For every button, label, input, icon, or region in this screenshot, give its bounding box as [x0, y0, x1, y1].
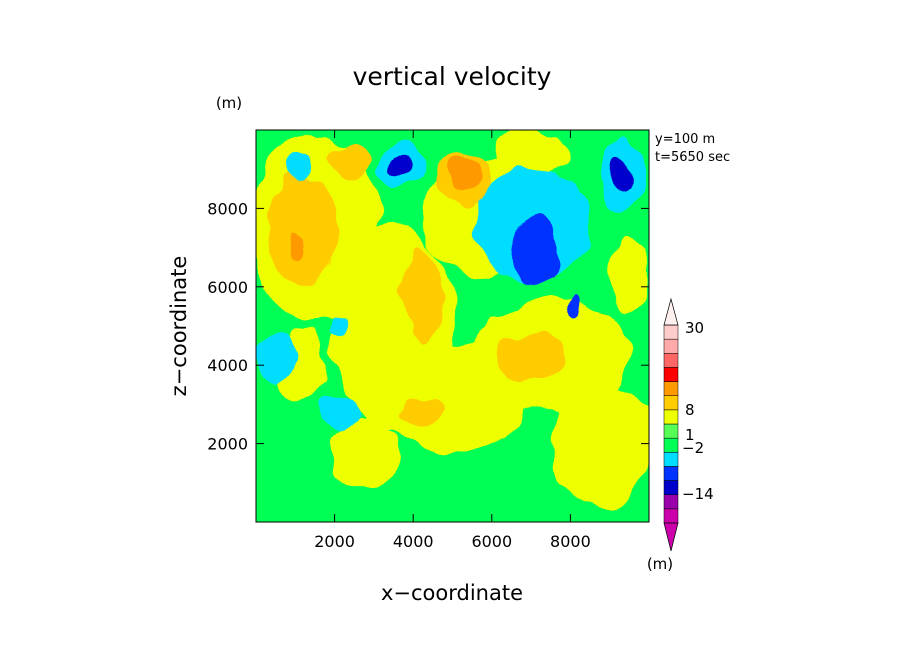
x-tick-label: 2000 [314, 532, 355, 551]
contour-region-yellow-4 [550, 380, 649, 507]
contour-region-yellow-9 [609, 239, 649, 319]
x-axis-label: x−coordinate [381, 581, 523, 605]
colorbar-segment [663, 395, 679, 411]
contour-region-orange-17 [448, 153, 481, 193]
colorbar-label-8: 8 [685, 401, 695, 419]
colorbar-segment [663, 367, 679, 382]
colorbar-segment [663, 466, 679, 481]
colorbar-top-arrow [663, 297, 679, 326]
y-axis-label: z−coordinate [167, 256, 191, 397]
contour-region-lightorange-15 [495, 333, 567, 381]
contour-region-blue-26 [568, 296, 581, 317]
colorbar-segment [663, 423, 679, 439]
contour-region-lightorange-14 [401, 398, 449, 426]
info-line-position: y=100 m [655, 132, 715, 147]
x-tick-label: 4000 [393, 532, 434, 551]
contour-region-lightorange-12 [330, 145, 370, 178]
x-tick-label: 8000 [550, 532, 591, 551]
colorbar-segment [663, 409, 679, 425]
colorbar-segment [663, 494, 679, 510]
y-tick-label: 8000 [207, 199, 248, 218]
y-tick-label: 2000 [207, 435, 248, 454]
contour-region-darkblue-27 [389, 153, 414, 178]
colorbar-unit-label: (m) [647, 555, 673, 573]
colorbar-label-1: 1 [685, 426, 695, 444]
y-unit-label: (m) [216, 94, 242, 112]
colorbar [663, 297, 679, 552]
plot-frame [255, 129, 650, 523]
contour-region-cyan-22 [318, 396, 359, 428]
chart-title: vertical velocity [353, 62, 552, 91]
contour-region-orange-16 [287, 235, 304, 260]
colorbar-segment [663, 452, 679, 467]
colorbar-segment [663, 480, 679, 495]
contour-region-cyan-23 [285, 151, 313, 179]
y-tick-label: 6000 [207, 278, 248, 297]
colorbar-bottom-arrow [663, 522, 679, 552]
contour-region-cyan-24 [326, 316, 351, 336]
colorbar-segment [663, 381, 679, 396]
info-line-time: t=5650 sec [655, 150, 730, 165]
contour-region-yellow-7 [491, 130, 571, 178]
contour-region-blue-25 [511, 220, 559, 283]
colorbar-segment [663, 437, 679, 453]
contour-region-lightorange-13 [401, 243, 441, 346]
contour-region-cyan-21 [256, 333, 296, 381]
colorbar-label-30: 30 [685, 319, 704, 337]
x-axis-ticks: 2000 4000 6000 8000 [314, 130, 591, 551]
colorbar-label-minus2: −2 [682, 439, 704, 457]
colorbar-segment [663, 353, 679, 368]
y-axis-ticks: 2000 4000 6000 8000 [207, 199, 649, 454]
plot-area [256, 130, 649, 522]
colorbar-label-minus14: −14 [682, 485, 714, 503]
y-tick-label: 4000 [207, 356, 248, 375]
x-tick-label: 6000 [471, 532, 512, 551]
colorbar-segment [663, 508, 679, 524]
contour-region-lightorange-10 [267, 173, 339, 291]
colorbar-segment [663, 338, 679, 354]
contour-region-yellow-5 [330, 416, 402, 487]
colorbar-segment [663, 324, 679, 340]
contour-regions [256, 130, 649, 507]
contour-region-darkblue-28 [613, 161, 630, 193]
